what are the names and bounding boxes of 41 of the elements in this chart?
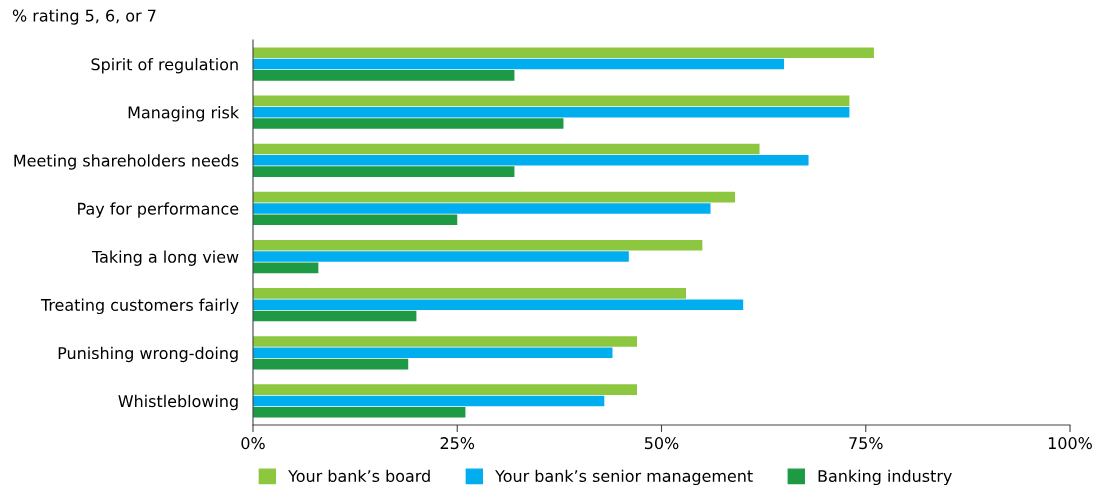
bar xyxy=(253,299,744,310)
legend-label: Your bank’s board xyxy=(288,469,430,483)
bar xyxy=(253,262,319,274)
bar xyxy=(253,358,409,370)
bar xyxy=(253,70,515,81)
legend-label: Your bank’s senior management xyxy=(495,469,753,486)
x-tick-label: 75% xyxy=(849,437,883,450)
bar xyxy=(253,203,711,214)
x-tick-label: 100% xyxy=(1048,437,1092,450)
bar xyxy=(253,155,809,166)
text: % rating 5, 6, or 7 xyxy=(12,9,156,25)
bar xyxy=(253,395,605,407)
y-tick-label: Spirit of regulation xyxy=(91,57,238,74)
bar xyxy=(253,191,736,203)
y-tick-label: Punishing wrong-doing xyxy=(58,346,238,363)
x-tick-label: 0% xyxy=(241,437,265,450)
bar xyxy=(253,166,515,177)
bar xyxy=(253,118,564,129)
x-tick-label: 25% xyxy=(440,437,475,450)
y-tick-label: Taking a long view xyxy=(91,250,239,266)
y-tick-label: Whistleblowing xyxy=(118,394,238,411)
y-tick-label: Meeting shareholders needs xyxy=(14,154,239,170)
y-tick-label: Pay for performance xyxy=(78,202,239,218)
bar xyxy=(253,58,785,70)
bar xyxy=(253,106,850,118)
bar xyxy=(253,406,466,418)
bar xyxy=(253,239,703,251)
y-tick-label: Managing risk xyxy=(128,106,240,122)
y-tick-label: Treating customers fairly xyxy=(40,298,239,315)
bar xyxy=(253,143,760,155)
bar xyxy=(253,336,637,347)
bar xyxy=(253,47,874,59)
bar xyxy=(253,347,613,359)
bar xyxy=(253,251,629,262)
bar xyxy=(253,310,417,322)
x-tick-label: 50% xyxy=(644,437,679,450)
bar xyxy=(253,95,850,107)
legend-label: Banking industry xyxy=(818,469,952,486)
bar xyxy=(253,384,637,395)
bar xyxy=(253,288,687,299)
bar xyxy=(253,214,458,226)
